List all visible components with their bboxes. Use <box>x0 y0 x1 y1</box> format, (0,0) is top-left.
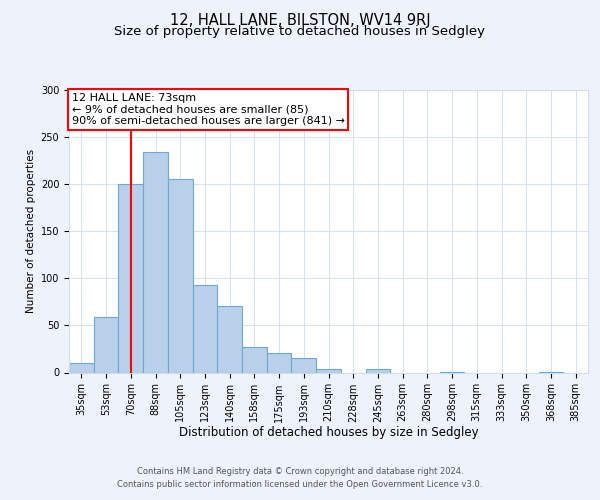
X-axis label: Distribution of detached houses by size in Sedgley: Distribution of detached houses by size … <box>179 426 478 439</box>
Bar <box>316 368 341 372</box>
Text: 12 HALL LANE: 73sqm
← 9% of detached houses are smaller (85)
90% of semi-detache: 12 HALL LANE: 73sqm ← 9% of detached hou… <box>71 93 344 126</box>
Bar <box>193 285 217 372</box>
Bar <box>267 352 292 372</box>
Bar <box>143 152 168 372</box>
Bar <box>168 180 193 372</box>
Bar <box>217 306 242 372</box>
Bar <box>118 184 143 372</box>
Y-axis label: Number of detached properties: Number of detached properties <box>26 149 37 314</box>
Text: Contains HM Land Registry data © Crown copyright and database right 2024.: Contains HM Land Registry data © Crown c… <box>137 467 463 476</box>
Text: 12, HALL LANE, BILSTON, WV14 9RJ: 12, HALL LANE, BILSTON, WV14 9RJ <box>170 12 430 28</box>
Bar <box>94 317 118 372</box>
Bar <box>242 347 267 372</box>
Bar <box>365 368 390 372</box>
Bar <box>292 358 316 372</box>
Text: Contains public sector information licensed under the Open Government Licence v3: Contains public sector information licen… <box>118 480 482 489</box>
Text: Size of property relative to detached houses in Sedgley: Size of property relative to detached ho… <box>115 25 485 38</box>
Bar <box>69 363 94 372</box>
